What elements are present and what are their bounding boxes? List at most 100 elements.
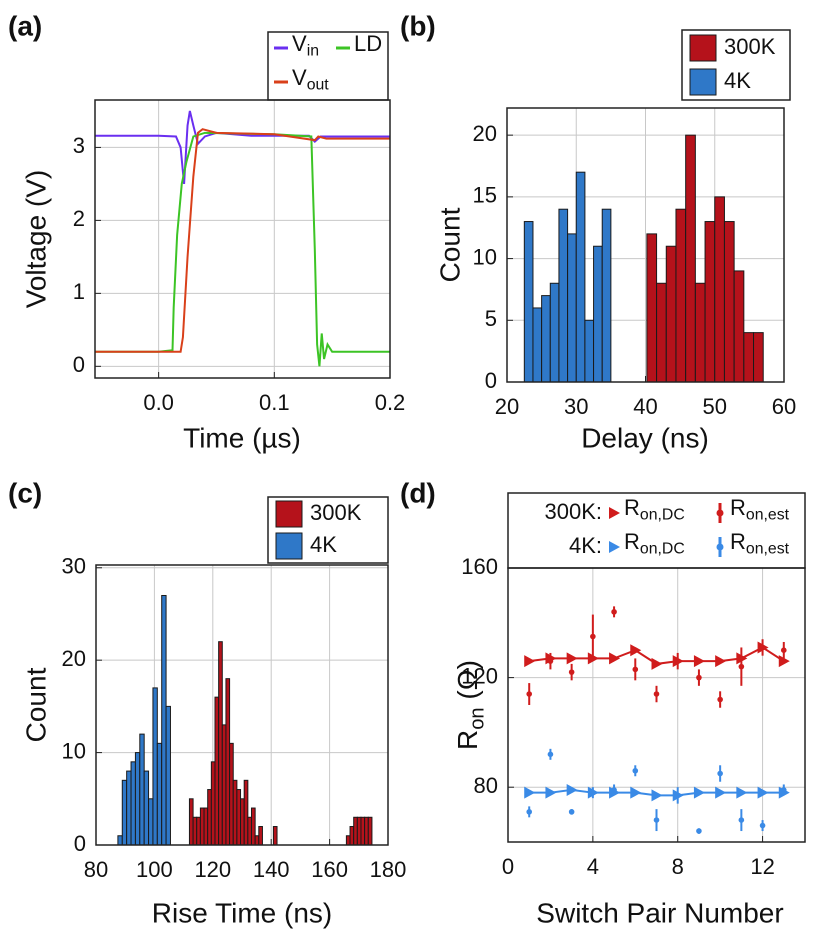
data-point <box>630 644 642 657</box>
histogram-bar <box>258 826 263 846</box>
y-tick-label: 30 <box>62 554 86 579</box>
histogram-bar <box>134 752 141 846</box>
data-point <box>715 655 727 668</box>
y-tick-label: 10 <box>62 738 86 763</box>
data-line <box>95 128 390 353</box>
histogram-bar <box>121 779 128 846</box>
data-point <box>738 663 745 670</box>
data-point <box>696 828 702 834</box>
x-axis-label: Switch Pair Number <box>536 897 783 928</box>
histogram-bar <box>218 641 223 846</box>
y-tick-label: 160 <box>461 554 498 579</box>
legend-label: Ron,DC <box>624 495 685 524</box>
x-tick-label: 80 <box>84 857 108 882</box>
histogram-bar <box>232 779 238 846</box>
histogram-bar <box>714 196 725 383</box>
data-point <box>524 655 536 668</box>
data-point <box>526 691 533 697</box>
histogram-bar <box>240 798 245 846</box>
histogram-bar <box>675 208 687 383</box>
data-point <box>653 817 660 823</box>
data-point <box>736 786 748 799</box>
histogram-bar <box>272 826 278 846</box>
histogram-bar <box>743 332 755 383</box>
y-tick-label: 0 <box>73 352 85 377</box>
panel-label: (c) <box>8 477 42 508</box>
histogram-bar <box>126 770 132 846</box>
x-tick-label: 0.1 <box>259 390 290 415</box>
data-point <box>545 786 557 799</box>
legend-label: 300K <box>310 500 362 525</box>
histogram-bar <box>665 245 677 383</box>
legend-label: Vout <box>292 65 329 94</box>
data-point <box>651 789 663 802</box>
legend-marker <box>716 509 724 517</box>
data-point <box>609 652 621 665</box>
data-point <box>568 809 575 815</box>
data-point <box>738 817 745 823</box>
histogram-bar <box>584 319 595 383</box>
data-point <box>632 767 639 774</box>
histogram-bar <box>364 816 369 846</box>
histogram-bar <box>345 835 351 846</box>
y-tick-label: 20 <box>473 121 497 146</box>
plot-frame <box>506 107 785 383</box>
legend-label: LD <box>354 31 382 56</box>
legend-label: 300K <box>724 34 776 59</box>
x-tick-label: 20 <box>495 394 519 419</box>
x-tick-label: 8 <box>672 854 684 879</box>
y-axis-label: Voltage (V) <box>20 170 51 309</box>
histogram-bar <box>367 816 373 846</box>
data-point <box>674 658 681 664</box>
histogram-bar <box>161 594 167 846</box>
legend-swatch <box>275 500 303 528</box>
histogram-bar <box>254 835 260 846</box>
plot-frame <box>94 99 391 379</box>
histogram-bar <box>250 807 256 846</box>
data-point <box>632 666 639 673</box>
y-tick-label: 1 <box>73 279 85 304</box>
histogram-bar <box>130 761 136 846</box>
histogram-bar <box>704 221 716 383</box>
histogram-bar <box>353 816 358 846</box>
legend-marker <box>609 507 620 519</box>
plot-area <box>508 568 805 842</box>
data-point <box>526 809 533 815</box>
y-tick-label: 2 <box>73 206 85 231</box>
histogram-bar <box>593 245 603 383</box>
x-axis-label: Time (µs) <box>183 422 301 453</box>
histogram-bar <box>567 233 577 383</box>
legend-label: Ron,est <box>730 495 790 524</box>
histogram-bar <box>549 282 560 383</box>
legend-label: 4K <box>724 68 751 93</box>
histogram-bar <box>196 816 201 846</box>
data-point <box>547 658 554 664</box>
legend-label: Ron,DC <box>624 529 685 558</box>
y-tick-label: 0 <box>74 831 86 856</box>
panel-label: (b) <box>400 10 436 41</box>
y-tick-label: 80 <box>474 773 498 798</box>
histogram-bar <box>165 705 171 846</box>
histogram-bar <box>601 208 612 383</box>
data-point <box>568 669 575 675</box>
histogram-bar <box>247 816 252 846</box>
histogram-bar <box>733 270 745 383</box>
legend-group-label: 300K: <box>545 499 603 524</box>
histogram-bar <box>148 798 154 846</box>
panel-label: (d) <box>400 477 436 508</box>
histogram-bar <box>199 807 205 846</box>
panel-label: (a) <box>8 10 42 41</box>
legend-swatch <box>689 68 717 96</box>
histogram-bar <box>360 816 366 846</box>
histogram-bar <box>229 742 234 846</box>
histogram-bar <box>188 798 194 846</box>
y-tick-label: 20 <box>62 646 86 671</box>
histogram-bar <box>685 134 696 383</box>
x-tick-label: 120 <box>194 857 231 882</box>
histogram-bar <box>356 816 362 846</box>
y-tick-label: 120 <box>461 663 498 688</box>
data-point <box>717 770 723 777</box>
data-point <box>674 792 681 799</box>
legend-swatch <box>275 532 303 560</box>
